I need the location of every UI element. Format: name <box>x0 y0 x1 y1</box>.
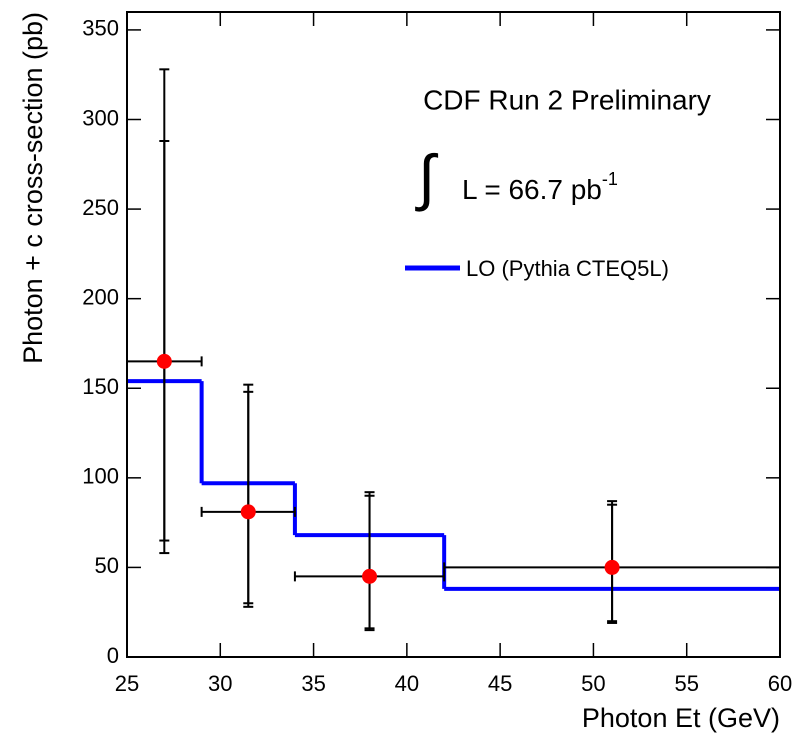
x-tick-label: 35 <box>301 671 325 696</box>
y-axis-label: Photon + c cross-section (pb) <box>18 12 48 364</box>
luminosity-superscript: -1 <box>602 169 618 189</box>
x-tick-label: 55 <box>674 671 698 696</box>
integral-symbol: ∫ <box>415 143 439 212</box>
y-tick-label: 150 <box>82 374 119 399</box>
x-tick-label: 60 <box>768 671 792 696</box>
x-tick-label: 45 <box>488 671 512 696</box>
legend-label: LO (Pythia CTEQ5L) <box>466 256 669 281</box>
x-axis-label: Photon Et (GeV) <box>582 703 780 733</box>
luminosity-text: L = 66.7 pb <box>462 174 602 205</box>
y-tick-label: 350 <box>82 16 119 41</box>
data-point <box>362 568 378 584</box>
data-point <box>240 504 256 520</box>
y-tick-label: 100 <box>82 464 119 489</box>
data-point <box>604 559 620 575</box>
luminosity: L = 66.7 pb-1 <box>462 169 618 206</box>
y-tick-label: 50 <box>95 553 119 578</box>
annotation: CDF Run 2 Preliminary <box>423 84 711 115</box>
plot-frame <box>126 11 781 658</box>
x-tick-label: 40 <box>395 671 419 696</box>
y-tick-label: 300 <box>82 105 119 130</box>
y-tick-label: 0 <box>107 643 119 668</box>
x-tick-label: 30 <box>208 671 232 696</box>
x-tick-label: 50 <box>581 671 605 696</box>
x-tick-label: 25 <box>115 671 139 696</box>
data-point <box>156 353 172 369</box>
y-tick-label: 250 <box>82 195 119 220</box>
y-tick-label: 200 <box>82 284 119 309</box>
